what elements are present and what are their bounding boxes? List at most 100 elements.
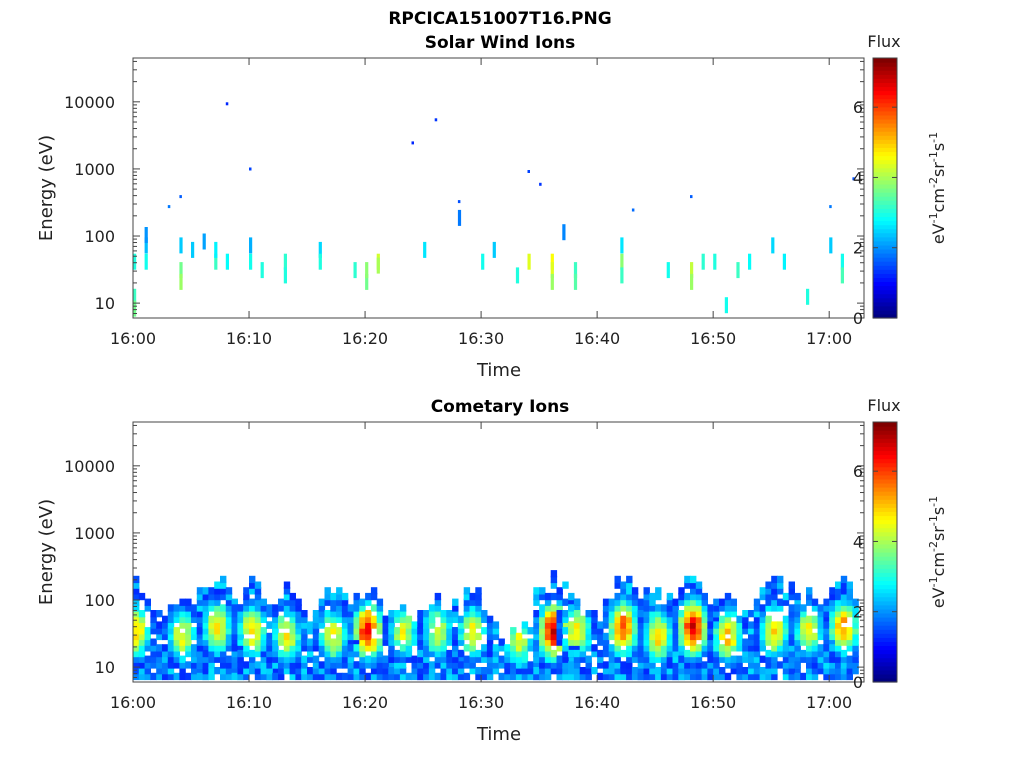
flux-cell [829, 661, 836, 669]
x-tick-label: 16:30 [458, 329, 504, 348]
flux-cell [254, 661, 262, 669]
colorbar-swatch [873, 175, 897, 181]
flux-cell [748, 672, 755, 681]
flux-cell [637, 644, 645, 652]
flux-cell [666, 644, 674, 652]
flux-cell [788, 615, 795, 623]
flux-cell [330, 621, 337, 629]
flux-cell [846, 667, 853, 675]
flux-cell [533, 610, 540, 618]
flux-cell [660, 667, 668, 675]
flux-cell [550, 253, 554, 270]
flux-cell [823, 649, 830, 658]
flux-cell [312, 667, 320, 675]
flux-cell [759, 604, 766, 612]
flux-cell [631, 615, 639, 623]
flux-cell [272, 672, 279, 681]
flux-cell [614, 632, 621, 641]
flux-cell [748, 253, 752, 270]
flux-cell [533, 587, 540, 595]
flux-cell [173, 615, 180, 623]
colorbar-swatch [873, 155, 897, 161]
flux-cell [144, 644, 151, 652]
flux-cell [162, 632, 169, 641]
flux-cell [336, 627, 343, 635]
flux-cell [196, 672, 204, 681]
flux-cell [539, 592, 546, 601]
flux-cell [568, 672, 575, 681]
flux-cell [324, 592, 331, 601]
flux-cell [585, 655, 592, 663]
flux-cell [782, 655, 790, 663]
flux-cell [608, 621, 616, 629]
flux-cell [550, 273, 554, 290]
flux-cell [492, 241, 496, 258]
flux-cell [156, 649, 163, 658]
flux-cell [225, 598, 233, 606]
flux-cell [591, 632, 598, 641]
flux-cell [550, 581, 558, 589]
flux-cell [388, 615, 395, 623]
flux-cell [167, 604, 175, 612]
flux-cell [539, 632, 546, 641]
flux-cell [434, 598, 442, 606]
flux-cell [452, 667, 459, 675]
flux-cell [150, 649, 157, 658]
flux-cell [359, 627, 366, 635]
flux-cell [701, 632, 708, 641]
colorbar-swatch [873, 248, 897, 254]
flux-cell [527, 627, 534, 635]
flux-cell [254, 598, 262, 606]
flux-cell [225, 672, 233, 681]
flux-cell [353, 644, 360, 652]
flux-cell [684, 649, 691, 658]
flux-cell [191, 661, 198, 669]
flux-cell [748, 655, 755, 663]
flux-cell [852, 177, 855, 181]
flux-cell [133, 592, 140, 601]
flux-cell [568, 610, 575, 618]
flux-cell [336, 592, 343, 601]
flux-cell [312, 610, 320, 618]
flux-cell [724, 649, 732, 658]
flux-cell [591, 644, 598, 652]
flux-cell [133, 288, 137, 305]
colorbar-swatch [873, 458, 897, 464]
flux-cell [701, 615, 708, 623]
flux-cell [817, 632, 824, 641]
flux-cell [829, 615, 836, 623]
flux-cell [736, 644, 743, 652]
flux-cell [602, 604, 610, 612]
flux-cell [655, 667, 662, 675]
flux-cell [690, 627, 697, 635]
colorbar-swatch [873, 442, 897, 447]
flux-cell [724, 672, 732, 681]
flux-cell [388, 655, 395, 663]
flux-cell [835, 604, 842, 612]
flux-cell [243, 598, 250, 606]
flux-cell [481, 253, 485, 270]
flux-cell [446, 632, 453, 641]
flux-cell [179, 598, 186, 606]
flux-cell [649, 667, 656, 675]
flux-cell [846, 581, 853, 589]
flux-cell [492, 632, 500, 641]
flux-cell [225, 592, 233, 601]
flux-cell [823, 661, 830, 669]
flux-cell [585, 638, 592, 646]
flux-cell [690, 621, 697, 629]
flux-cell [382, 655, 389, 663]
flux-cell [434, 118, 438, 122]
colorbar-tick-label: 4 [853, 168, 863, 187]
flux-cell [846, 655, 853, 663]
flux-cell [521, 649, 529, 658]
flux-cell [649, 621, 656, 629]
colorbar-swatch [873, 507, 897, 512]
flux-cell [620, 638, 627, 646]
flux-cell [521, 655, 529, 663]
flux-cell [278, 638, 285, 646]
flux-cell [510, 644, 517, 652]
flux-cell [672, 638, 679, 646]
flux-cell [637, 672, 645, 681]
flux-cell [266, 610, 273, 618]
